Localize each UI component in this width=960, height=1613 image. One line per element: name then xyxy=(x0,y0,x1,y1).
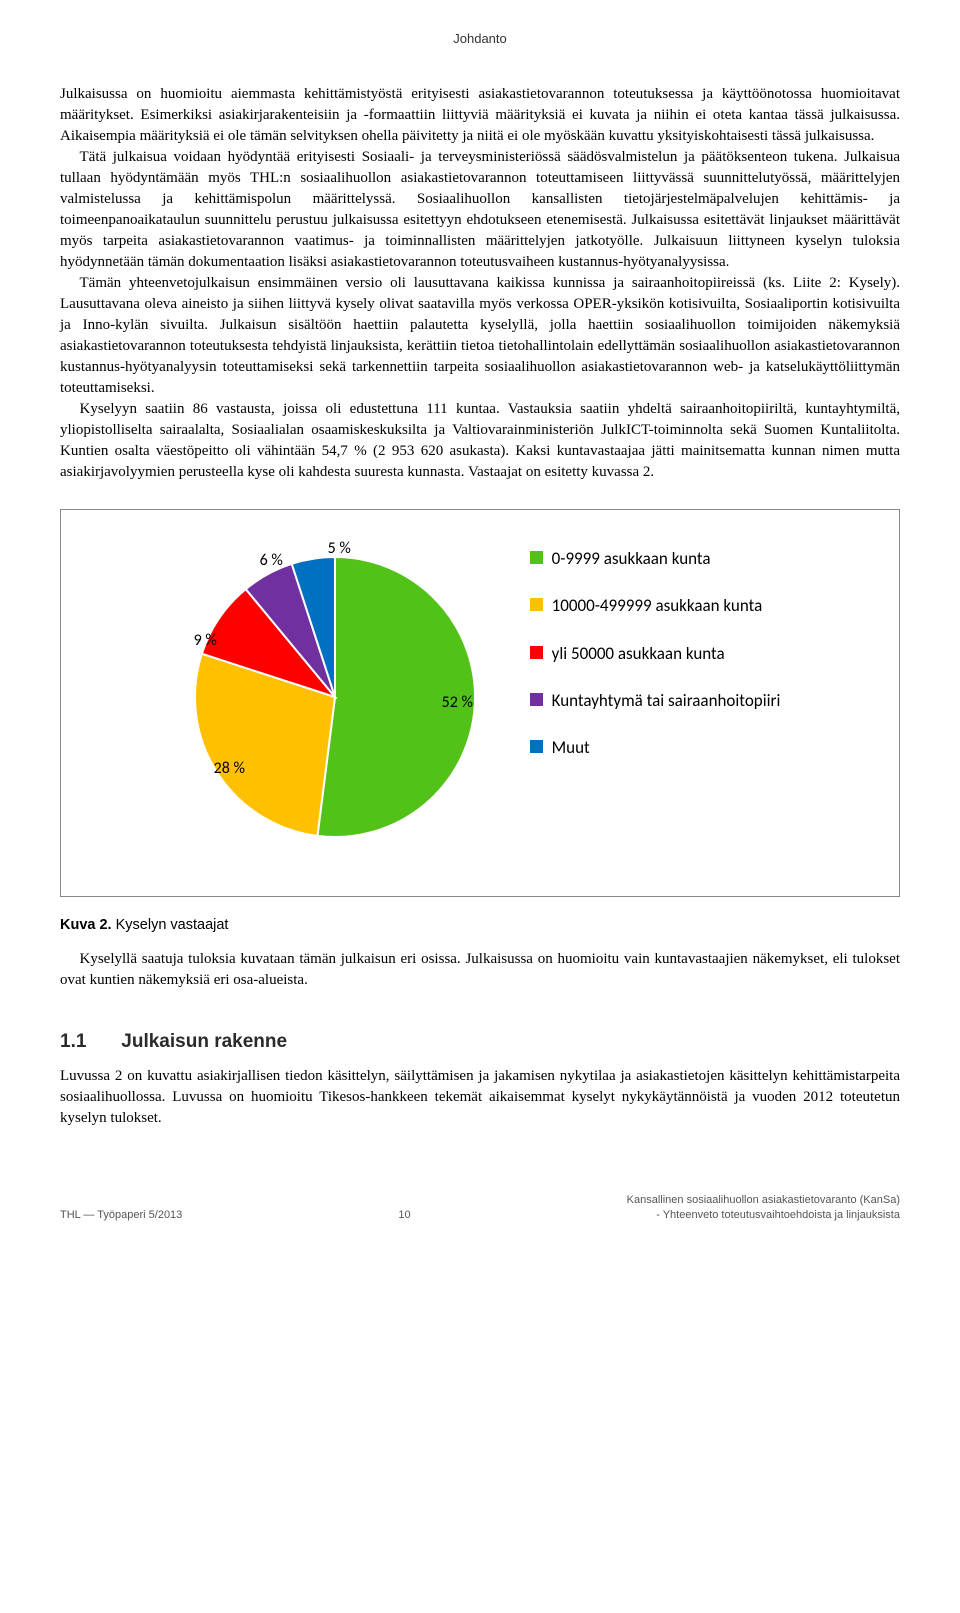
legend-swatch xyxy=(530,693,543,706)
footer-page-number: 10 xyxy=(398,1208,410,1223)
figure-2-caption: Kuva 2. Kyselyn vastaajat xyxy=(60,915,900,935)
section-title: Julkaisun rakenne xyxy=(121,1031,287,1052)
footer-right-line1: Kansallinen sosiaalihuollon asiakastieto… xyxy=(627,1193,900,1208)
legend-label: Kuntayhtymä tai sairaanhoitopiiri xyxy=(552,690,781,711)
legend-label: 0-9999 asukkaan kunta xyxy=(552,548,711,569)
paragraph-1: Julkaisussa on huomioitu aiemmasta kehit… xyxy=(60,84,900,147)
legend-item: Muut xyxy=(530,737,781,758)
footer-right: Kansallinen sosiaalihuollon asiakastieto… xyxy=(627,1193,900,1224)
footer-left: THL — Työpaperi 5/2013 xyxy=(60,1208,182,1223)
legend-swatch xyxy=(530,551,543,564)
footer-right-line2: - Yhteenveto toteutusvaihtoehdoista ja l… xyxy=(627,1208,900,1223)
pie-legend: 0-9999 asukkaan kunta 10000-499999 asukka… xyxy=(530,542,781,758)
paragraph-3: Tämän yhteenvetojulkaisun ensimmäinen ve… xyxy=(60,273,900,399)
section-1-1-body: Luvussa 2 on kuvattu asiakirjallisen tie… xyxy=(60,1066,900,1129)
section-1-1-paragraph: Luvussa 2 on kuvattu asiakirjallisen tie… xyxy=(60,1066,900,1129)
post-chart-paragraph: Kyselyllä saatuja tuloksia kuvataan tämä… xyxy=(60,949,900,991)
legend-item: 10000-499999 asukkaan kunta xyxy=(530,595,781,616)
legend-label: 10000-499999 asukkaan kunta xyxy=(552,595,763,616)
section-1-1-heading: 1.1 Julkaisun rakenne xyxy=(60,1029,900,1056)
paragraph-2: Tätä julkaisua voidaan hyödyntää erityis… xyxy=(60,147,900,273)
legend-label: yli 50000 asukkaan kunta xyxy=(552,643,725,664)
pie-slice-label: 6 % xyxy=(260,550,283,572)
legend-swatch xyxy=(530,646,543,659)
pie-slice-label: 5 % xyxy=(328,538,351,560)
figure-caption-text: Kyselyn vastaajat xyxy=(112,917,229,933)
legend-swatch xyxy=(530,740,543,753)
pie-wrap: 52 %28 %9 %6 %5 % xyxy=(180,542,490,852)
legend-item: 0-9999 asukkaan kunta xyxy=(530,548,781,569)
pie-slice-label: 52 % xyxy=(442,692,473,714)
post-chart-body: Kyselyllä saatuja tuloksia kuvataan tämä… xyxy=(60,949,900,991)
paragraph-4: Kyselyyn saatiin 86 vastausta, joissa ol… xyxy=(60,399,900,483)
page-footer: THL — Työpaperi 5/2013 10 Kansallinen so… xyxy=(60,1193,900,1224)
pie-slice-label: 28 % xyxy=(214,758,245,780)
legend-item: Kuntayhtymä tai sairaanhoitopiiri xyxy=(530,690,781,711)
page-header-label: Johdanto xyxy=(60,30,900,48)
section-number: 1.1 xyxy=(60,1029,116,1056)
legend-label: Muut xyxy=(552,737,590,758)
intro-body: Julkaisussa on huomioitu aiemmasta kehit… xyxy=(60,84,900,483)
legend-item: yli 50000 asukkaan kunta xyxy=(530,643,781,664)
legend-swatch xyxy=(530,598,543,611)
pie-slice-label: 9 % xyxy=(194,630,217,652)
respondents-pie-chart: 52 % 28 % 9 % 6 % 5 % 0-9999 asukkaan kunta 1… xyxy=(60,509,900,897)
figure-caption-prefix: Kuva 2. xyxy=(60,917,112,933)
